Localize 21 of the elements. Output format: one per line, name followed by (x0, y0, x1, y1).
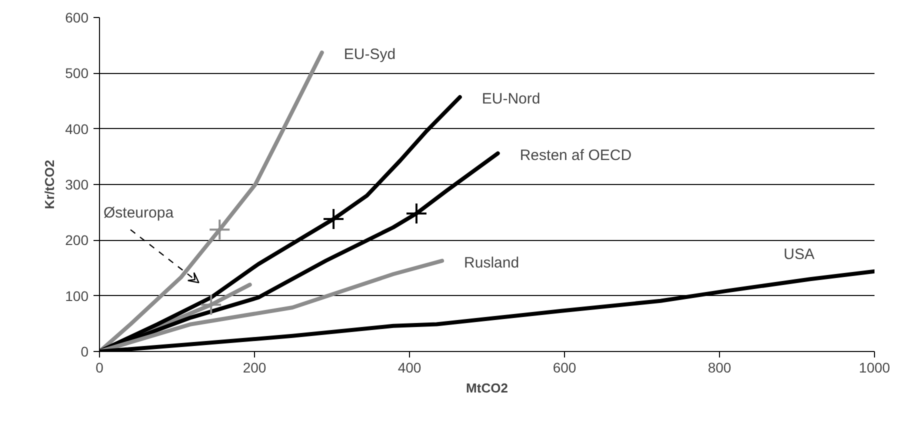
y-tick-label: 500 (65, 65, 89, 82)
y-tick-label: 200 (65, 232, 89, 248)
y-tick-label: 300 (65, 176, 89, 192)
x-tick-label: 1000 (858, 360, 890, 376)
x-tick-label: 0 (96, 360, 104, 376)
series-label: Rusland (464, 254, 520, 272)
y-axis-title: Kr/tCO2 (42, 160, 58, 210)
x-tick-label: 800 (708, 360, 732, 376)
series-label: USA (784, 246, 814, 263)
series-label: Resten af OECD (520, 146, 632, 164)
x-tick-label: 600 (552, 360, 576, 376)
y-tick-label: 0 (80, 344, 89, 360)
series-label: EU-Nord (482, 90, 540, 108)
y-tick-label: 600 (65, 10, 89, 26)
series-label: EU-Syd (344, 46, 396, 64)
text: Østeuropa (104, 204, 174, 222)
y-tick-label: 400 (65, 120, 89, 137)
x-tick-label: 400 (398, 360, 422, 376)
y-tick-label: 100 (65, 288, 89, 304)
x-tick-label: 200 (242, 360, 266, 376)
x-axis-title: MtCO2 (466, 380, 508, 396)
